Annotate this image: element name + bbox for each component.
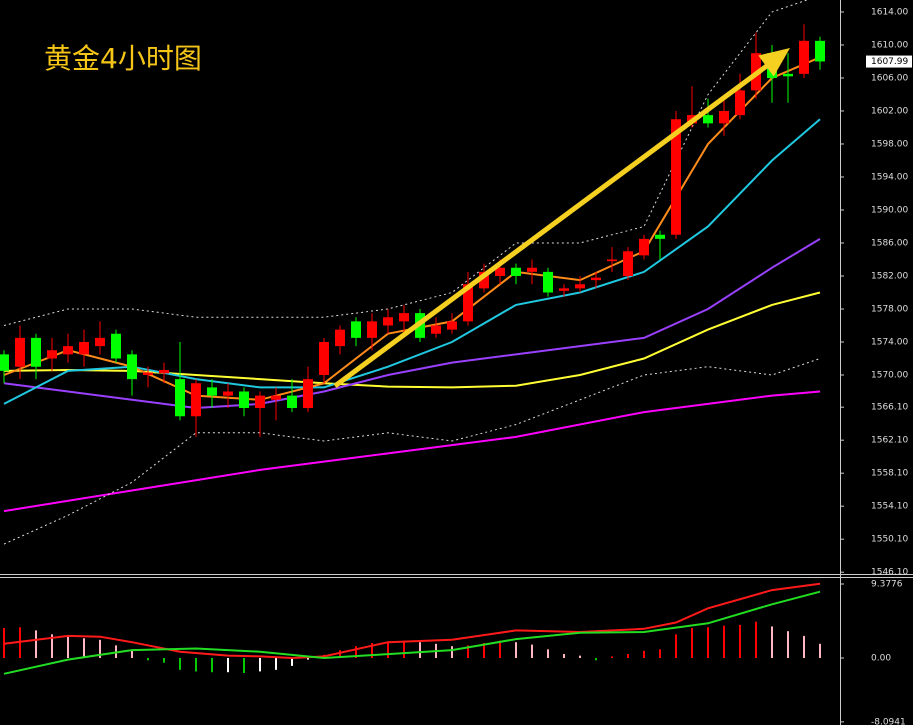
y-tick-label: 0.00	[871, 653, 891, 663]
candle-body	[127, 354, 137, 380]
y-tick-label: 1562.10	[871, 436, 908, 446]
candle-body	[559, 288, 569, 291]
y-tick-label: 1566.10	[871, 403, 908, 413]
y-tick-label: 1610.00	[871, 40, 908, 50]
candle-body	[735, 90, 745, 116]
candle-body	[815, 40, 825, 62]
candle-body	[639, 238, 649, 256]
indicator-line	[3, 118, 821, 405]
candle-body	[239, 391, 249, 409]
candle-body	[111, 333, 121, 359]
candle-body	[223, 391, 233, 396]
candle-body	[399, 313, 409, 322]
candle-body	[287, 395, 297, 409]
candle-body	[479, 271, 489, 289]
candle-body	[703, 115, 713, 124]
candle-body	[367, 321, 377, 338]
candle-body	[383, 317, 393, 326]
candle-body	[655, 234, 665, 239]
y-tick-label: 1598.00	[871, 139, 908, 149]
candle-body	[719, 110, 729, 124]
price-panel	[0, 0, 825, 545]
candle-body	[351, 321, 361, 338]
candle-body	[47, 350, 57, 359]
candle-body	[0, 354, 9, 371]
candle-body	[255, 395, 265, 409]
arrow-shaft	[333, 62, 770, 389]
y-tick-label: 1574.00	[871, 337, 908, 347]
candle-body	[319, 341, 329, 375]
chart-title: 黄金4小时图	[44, 42, 202, 75]
indicator-line	[3, 590, 821, 675]
candle-body	[335, 329, 345, 347]
candle-body	[271, 395, 281, 400]
candle-body	[63, 346, 73, 355]
indicator-line	[3, 238, 821, 410]
price-label-box	[866, 55, 912, 68]
indicator-line	[3, 582, 821, 660]
candle-body	[591, 277, 601, 281]
candle-body	[159, 370, 169, 374]
y-tick-label: 1554.10	[871, 502, 908, 512]
candle-body	[511, 267, 521, 276]
y-tick-label: 1570.00	[871, 371, 908, 381]
trend-arrow	[333, 48, 790, 389]
candle-body	[207, 387, 217, 396]
y-tick-label: 1550.10	[871, 535, 908, 545]
candle-body	[463, 284, 473, 322]
candle-body	[191, 383, 201, 417]
y-tick-label: 1606.00	[871, 73, 908, 83]
candle-body	[575, 284, 585, 289]
y-tick-label: 1614.00	[871, 7, 908, 17]
candle-body	[431, 325, 441, 334]
y-tick-label: 1578.00	[871, 304, 908, 314]
current-price: 1607.99	[871, 57, 908, 67]
candle-body	[671, 119, 681, 235]
candle-body	[15, 337, 25, 367]
y-tick-label: 1558.10	[871, 469, 908, 479]
candle-body	[607, 259, 617, 262]
macd-panel	[3, 582, 821, 675]
candle-body	[303, 379, 313, 409]
candle-body	[95, 337, 105, 347]
y-tick-label: 1590.00	[871, 205, 908, 215]
candle-body	[79, 341, 89, 355]
y-tick-label: 1582.00	[871, 271, 908, 281]
axes: 1614.00 1610.00 1606.00 1602.00 1598.00 1594.…	[840, 7, 912, 725]
y-tick-label: 1594.00	[871, 172, 908, 182]
y-tick-label: 1546.10	[871, 568, 908, 578]
candle-body	[31, 337, 41, 367]
candle-body	[799, 40, 809, 74]
candle-body	[527, 267, 537, 272]
arrow-head	[758, 48, 790, 77]
y-tick-label: 9.3776	[871, 580, 903, 590]
candle-body	[543, 271, 553, 293]
candle-body	[447, 321, 457, 330]
y-tick-label: 1602.00	[871, 106, 908, 116]
candle-body	[495, 267, 505, 276]
candle-body	[143, 372, 153, 375]
indicator-line	[3, 358, 821, 545]
candle-body	[783, 73, 793, 77]
indicator-line	[3, 390, 821, 513]
candle-body	[175, 379, 185, 417]
y-tick-label: 1586.00	[871, 238, 908, 248]
candle-body	[623, 251, 633, 276]
y-tick-label: -8.0941	[871, 717, 906, 725]
